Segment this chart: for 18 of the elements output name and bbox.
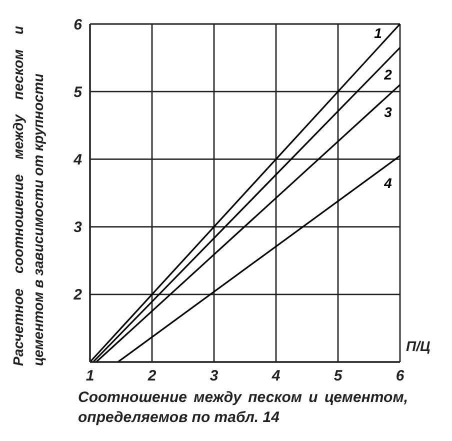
series-label: 1 — [374, 25, 382, 41]
x-tick-label: 1 — [86, 368, 94, 385]
x-axis-title: Соотношение между песком и цементом, определяемов по табл. 14 — [78, 388, 408, 428]
x-tick-label: 4 — [270, 368, 281, 385]
x-tick-label: 3 — [210, 368, 219, 385]
y-tick-label: 5 — [74, 84, 83, 101]
y-tick-label: 6 — [74, 16, 83, 34]
y-tick-label: 4 — [72, 152, 83, 169]
series-label: 2 — [383, 66, 392, 83]
series-label: 4 — [383, 174, 392, 191]
y-tick-label: 3 — [74, 219, 83, 236]
x-tick-label: 2 — [146, 368, 157, 385]
x-tick-label: 6 — [396, 368, 405, 385]
x-tick-label: 5 — [334, 368, 343, 385]
y-axis-title: Расчетное соотношение между песком и цементом в зависимости от крупности — [9, 26, 47, 366]
series-label: 3 — [384, 104, 392, 120]
y-tick-label: 2 — [72, 286, 83, 304]
text: П/Ц — [406, 338, 430, 354]
